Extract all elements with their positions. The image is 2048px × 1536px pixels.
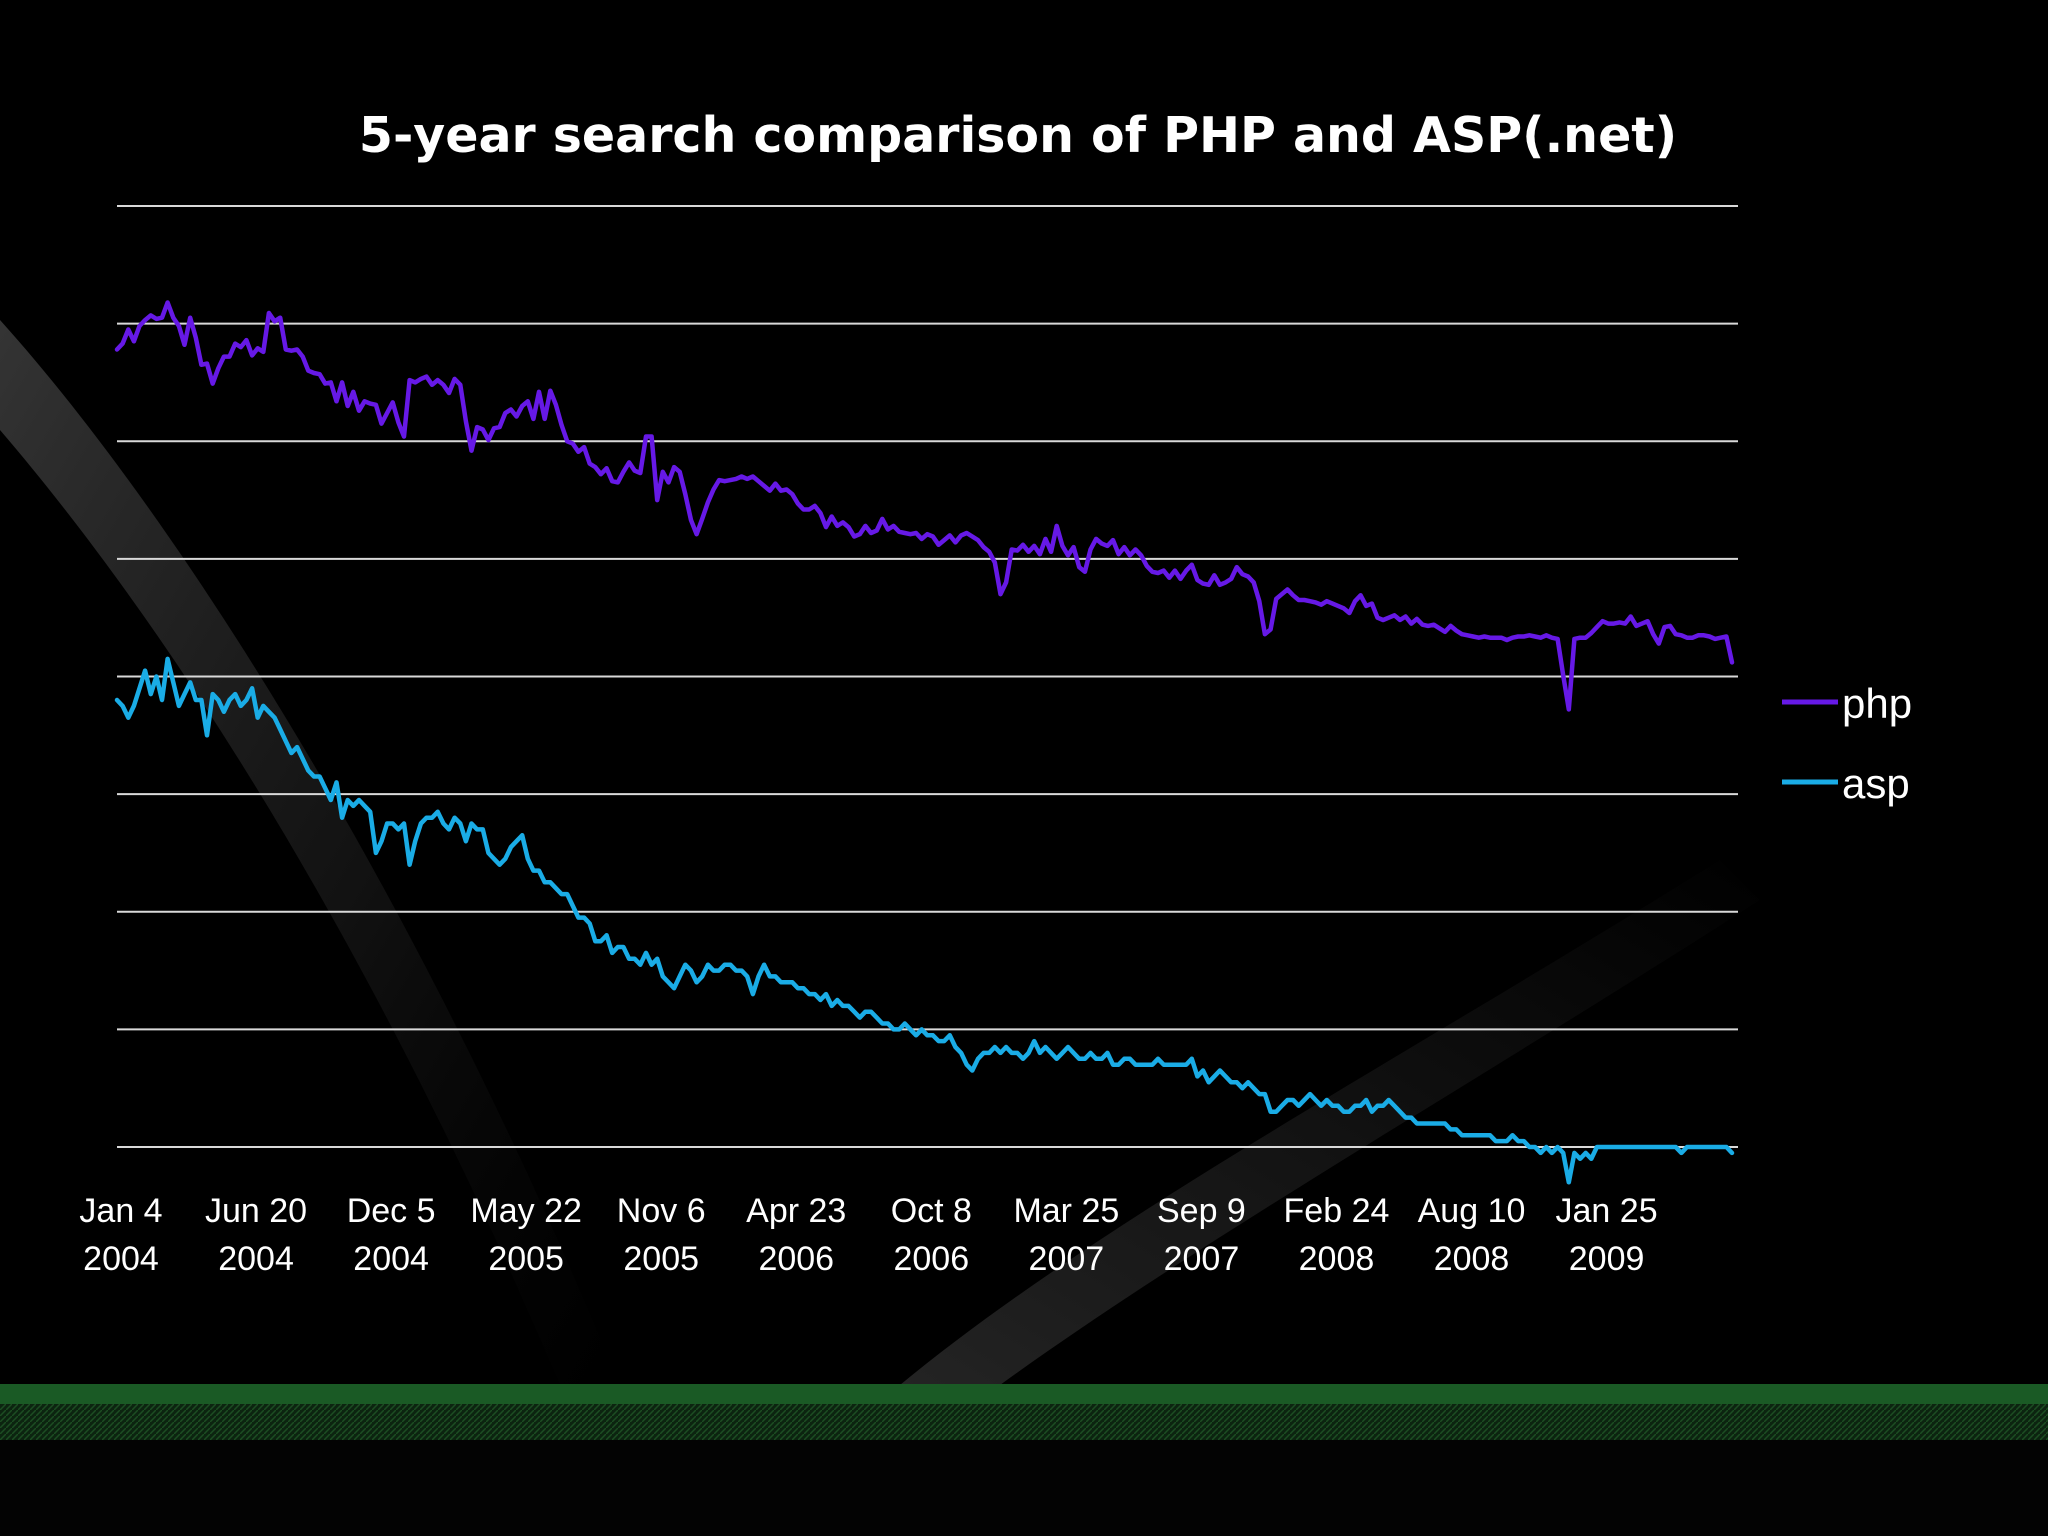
x-tick-label: Apr 23: [746, 1192, 846, 1230]
series-line-php: [114, 300, 1735, 712]
footer-dark-band: [0, 1440, 2048, 1536]
x-tick-year: 2008: [1299, 1240, 1375, 1278]
x-tick-label: Aug 10: [1418, 1192, 1526, 1230]
x-tick-year: 2009: [1569, 1240, 1645, 1278]
series-lines: [114, 300, 1735, 1185]
footer-green-stripe: [0, 1384, 2048, 1404]
legend-php-label: php: [1842, 680, 1912, 727]
x-tick-label: May 22: [470, 1192, 582, 1230]
x-tick-label: Sep 9: [1157, 1192, 1246, 1230]
gridlines: [117, 205, 1738, 1148]
x-tick-label: Nov 6: [617, 1192, 706, 1230]
x-tick-year: 2006: [758, 1240, 834, 1278]
x-tick-label: Mar 25: [1013, 1192, 1119, 1230]
x-tick-label: Jan 25: [1556, 1192, 1658, 1230]
left-light-streak: [0, 320, 620, 1385]
legend: php asp: [1782, 680, 1912, 807]
x-tick-year: 2004: [218, 1240, 294, 1278]
footer-green-hatch: [0, 1404, 2048, 1440]
x-tick-year: 2007: [1029, 1240, 1105, 1278]
x-tick-label: Jan 4: [79, 1192, 162, 1230]
x-tick-label: Feb 24: [1284, 1192, 1390, 1230]
legend-asp-label: asp: [1842, 760, 1910, 807]
right-light-streak: [900, 860, 1760, 1385]
x-tick-label: Dec 5: [347, 1192, 436, 1230]
x-tick-label: Jun 20: [205, 1192, 307, 1230]
x-tick-year: 2004: [83, 1240, 159, 1278]
series-line-asp: [114, 656, 1735, 1185]
x-tick-year: 2004: [353, 1240, 429, 1278]
x-tick-year: 2005: [488, 1240, 564, 1278]
x-tick-label: Oct 8: [891, 1192, 972, 1230]
x-tick-year: 2008: [1434, 1240, 1510, 1278]
chart-title: 5-year search comparison of PHP and ASP(…: [359, 107, 1677, 164]
x-tick-year: 2006: [893, 1240, 969, 1278]
x-tick-year: 2005: [623, 1240, 699, 1278]
x-tick-year: 2007: [1164, 1240, 1240, 1278]
x-axis-tick-labels: Jan 4 2004 Jun 20 2004 Dec 5 2004 May 22 2005 No…: [79, 1192, 1657, 1278]
